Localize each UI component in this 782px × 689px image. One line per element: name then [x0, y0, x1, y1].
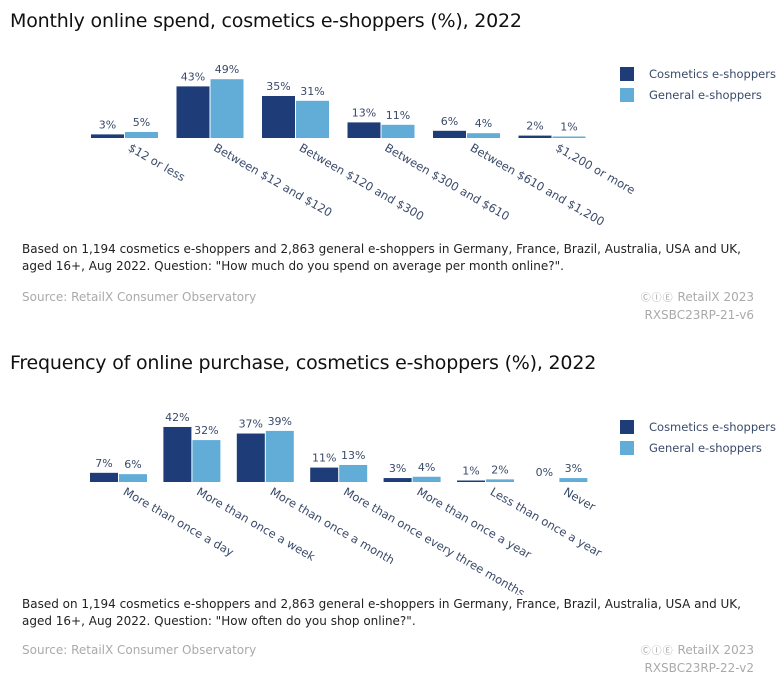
legend-label: Cosmetics e-shoppers — [649, 420, 776, 434]
chart-code: RXSBC23RP-22-v2 — [644, 661, 755, 675]
data-label: 0% — [536, 466, 553, 479]
data-label: 43% — [181, 70, 205, 83]
category-label: $1,200 or more — [553, 140, 637, 197]
bar — [486, 479, 514, 482]
data-label: 32% — [194, 424, 218, 437]
data-label: 31% — [300, 85, 324, 98]
category-label: Between $610 and $1,200 — [468, 140, 607, 228]
bar — [265, 430, 294, 482]
bar — [559, 478, 588, 482]
bar — [310, 467, 339, 482]
bar — [119, 474, 147, 482]
data-label: 13% — [352, 106, 376, 119]
bar — [192, 440, 221, 482]
bar — [176, 86, 210, 138]
data-label: 2% — [526, 120, 543, 133]
data-label: 11% — [386, 109, 410, 122]
chart-code: RXSBC23RP-21-v6 — [644, 308, 755, 322]
data-label: 1% — [560, 121, 577, 134]
bar — [296, 100, 329, 138]
bar — [412, 476, 441, 482]
creative-commons-icon: ⒸⒾⒺ — [640, 646, 674, 657]
bar — [347, 122, 381, 138]
bar — [433, 130, 466, 138]
chart-title-frequency: Frequency of online purchase, cosmetics … — [10, 352, 597, 374]
legend-label: Cosmetics e-shoppers — [649, 67, 776, 81]
bar — [91, 134, 124, 138]
brand-frequency: ⒸⒾⒺ RetailX 2023 RXSBC23RP-22-v2 — [641, 642, 754, 676]
bar — [163, 426, 192, 482]
data-label: 42% — [165, 411, 189, 424]
data-label: 1% — [462, 465, 479, 478]
data-label: 35% — [266, 80, 290, 93]
source-frequency: Source: RetailX Consumer Observatory — [22, 643, 257, 657]
bar — [236, 433, 265, 482]
bar — [467, 133, 500, 138]
bar — [383, 478, 412, 482]
data-label: 49% — [215, 63, 239, 76]
bar — [90, 472, 118, 482]
bar — [381, 124, 415, 138]
brand-name: RetailX 2023 — [677, 290, 754, 304]
data-label: 3% — [99, 118, 116, 131]
data-label: 13% — [341, 449, 365, 462]
chart-note-spend: Based on 1,194 cosmetics e-shoppers and … — [22, 242, 741, 273]
category-label: $12 or less — [126, 140, 188, 184]
legend-label: General e-shoppers — [649, 88, 762, 102]
data-label: 11% — [312, 452, 336, 465]
bar — [262, 96, 295, 138]
legend-label: General e-shoppers — [649, 441, 762, 455]
data-label: 39% — [268, 415, 292, 428]
data-label: 5% — [133, 116, 150, 129]
brand-spend: ⒸⒾⒺ RetailX 2023 RXSBC23RP-21-v6 — [641, 289, 754, 323]
bar — [457, 480, 485, 482]
data-label: 4% — [475, 117, 492, 130]
bar — [518, 135, 552, 138]
category-label: More than once a month — [268, 484, 397, 567]
legend-swatch — [620, 441, 634, 455]
data-label: 3% — [389, 462, 406, 475]
legend-swatch — [620, 67, 634, 81]
legend-swatch — [620, 420, 634, 434]
data-label: 6% — [124, 458, 141, 471]
bar — [339, 464, 368, 482]
data-label: 7% — [95, 457, 112, 470]
data-label: 6% — [441, 115, 458, 128]
data-label: 2% — [491, 463, 508, 476]
bar — [125, 132, 158, 138]
category-label: More than once a week — [194, 484, 318, 563]
brand-name: RetailX 2023 — [677, 643, 754, 657]
data-label: 37% — [239, 418, 263, 431]
creative-commons-icon: ⒸⒾⒺ — [640, 293, 674, 304]
chart-note-frequency: Based on 1,194 cosmetics e-shoppers and … — [22, 597, 741, 628]
data-label: 4% — [418, 461, 435, 474]
legend-swatch — [620, 88, 634, 102]
bar — [552, 136, 586, 138]
source-spend: Source: RetailX Consumer Observatory — [22, 290, 257, 304]
bar — [210, 79, 244, 138]
category-label: Never — [561, 484, 598, 513]
data-label: 3% — [565, 462, 582, 475]
chart-title-spend: Monthly online spend, cosmetics e-shoppe… — [10, 10, 522, 32]
